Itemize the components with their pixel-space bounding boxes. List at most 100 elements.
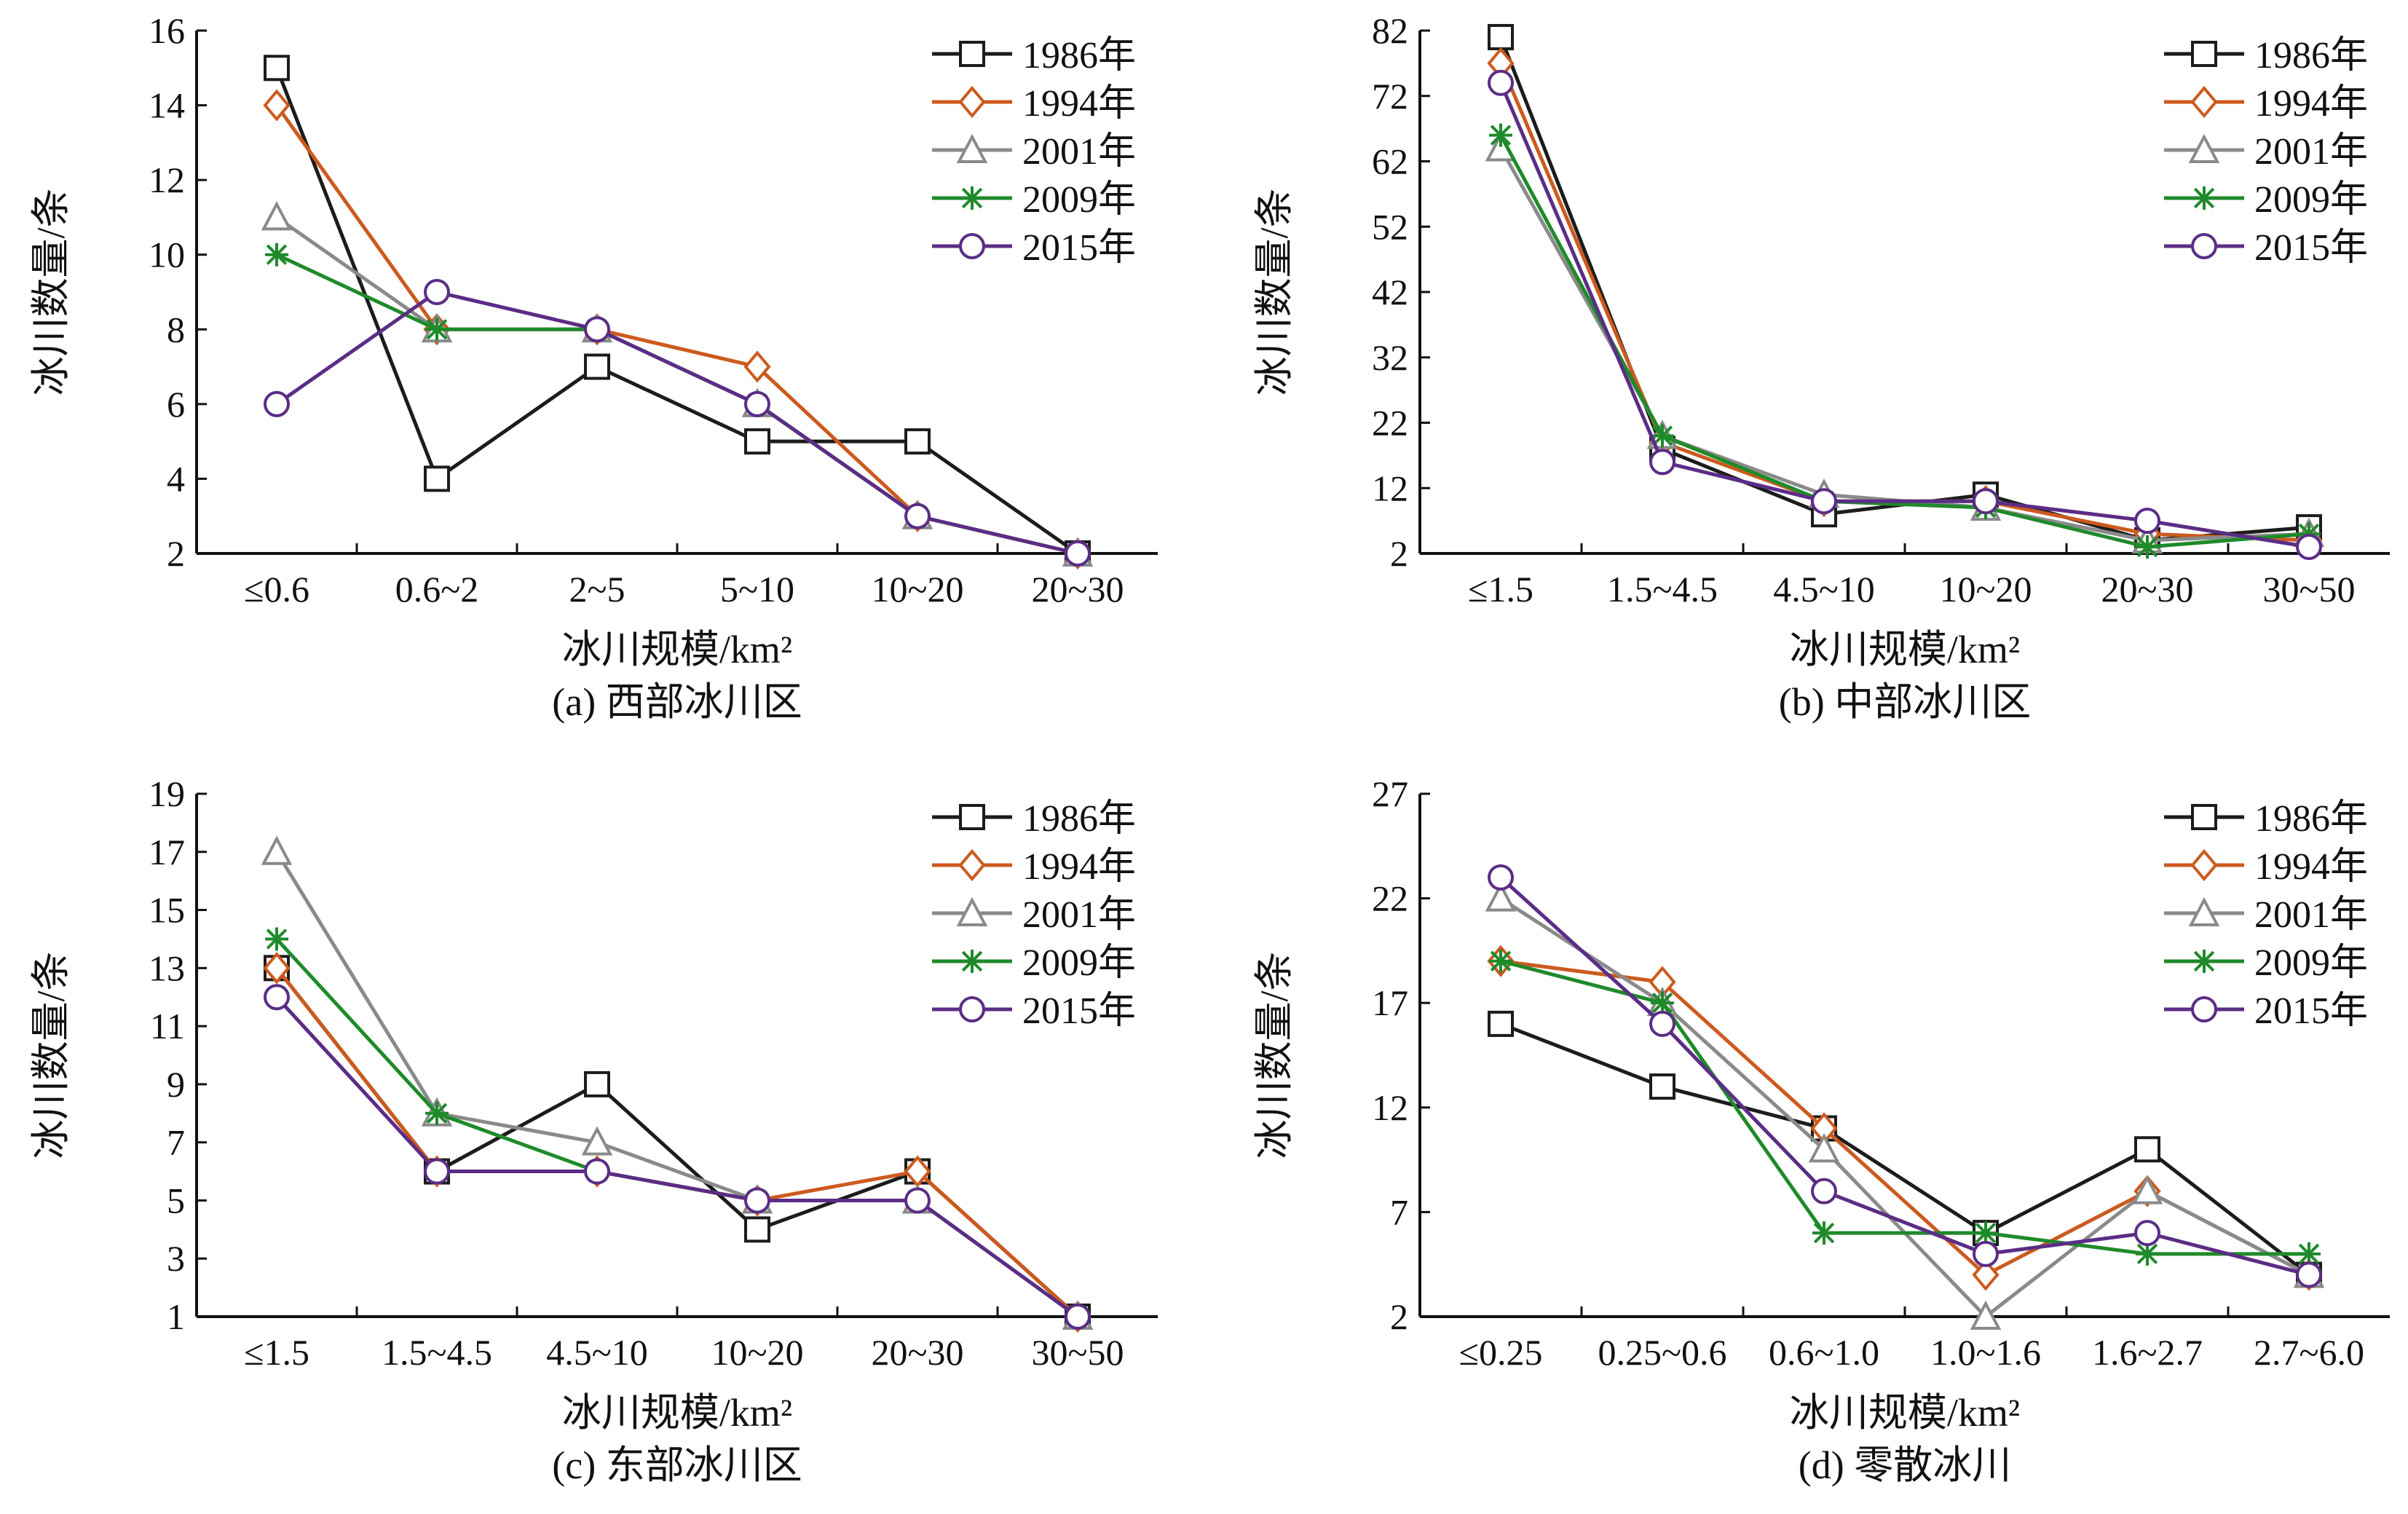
legend-label: 2001年 — [2254, 894, 2368, 936]
x-tick-label: 30~50 — [1031, 1332, 1124, 1373]
y-tick-label: 12 — [1372, 468, 1408, 508]
y-tick-label: 11 — [150, 1006, 185, 1046]
legend-label: 1986年 — [2254, 798, 2368, 840]
data-point-2009 — [265, 927, 288, 951]
y-axis-label: 冰川数量/条 — [1252, 188, 1296, 395]
x-tick-label: ≤1.5 — [1468, 569, 1533, 610]
data-point-1986 — [584, 1071, 610, 1097]
y-axis-label: 冰川数量/条 — [29, 951, 73, 1159]
y-tick-label: 5 — [167, 1180, 185, 1221]
series-line-2009 — [1500, 959, 2309, 1256]
y-tick-label: 17 — [1372, 982, 1408, 1023]
legend-marker — [960, 950, 984, 973]
legend: 1986年 1994年 2001年 2009年 2015年 — [932, 798, 1136, 1032]
series-line-1986 — [1499, 36, 2310, 543]
legend-marker — [959, 804, 985, 830]
data-point-2009 — [425, 1101, 449, 1125]
data-point-2001 — [1485, 882, 1517, 912]
x-tick-label: 1.0~1.6 — [1930, 1332, 2041, 1373]
x-tick-label: 1.6~2.7 — [2092, 1332, 2203, 1373]
y-tick-label: 22 — [1372, 403, 1408, 443]
data-point-2015 — [424, 1158, 450, 1185]
data-point-2015 — [2296, 1261, 2322, 1288]
data-point-2015 — [1973, 1240, 1999, 1267]
y-tick-label: 6 — [167, 384, 185, 425]
legend-marker — [2190, 85, 2218, 119]
data-point-1986 — [904, 428, 931, 455]
y-tick-label: 12 — [149, 159, 185, 200]
data-point-2001 — [1808, 1132, 1840, 1163]
data-point-2009 — [2136, 535, 2159, 559]
data-point-1986 — [424, 465, 450, 492]
chart-panel-b: 2 12 22 32 42 52 62 72 82 ≤1.5 1.5~4.5 4.5~10 10~20 2… — [1252, 10, 2390, 724]
series-line-1994 — [1499, 62, 2310, 543]
data-point-2009 — [2297, 1242, 2321, 1266]
legend-label: 2009年 — [2254, 179, 2368, 221]
y-tick-label: 32 — [1372, 337, 1408, 378]
data-point-2009 — [1489, 123, 1512, 147]
y-tick-label: 22 — [1372, 878, 1408, 919]
data-point-2009 — [1974, 1221, 1997, 1245]
x-tick-label: 0.6~1.0 — [1769, 1332, 1879, 1373]
y-axis-label: 冰川数量/条 — [29, 188, 73, 395]
data-point-2009 — [1489, 949, 1512, 973]
data-point-1994 — [1972, 1258, 2000, 1291]
y-tick-label: 27 — [1372, 773, 1408, 814]
x-tick-label: 10~20 — [1939, 569, 2032, 610]
data-point-1986 — [744, 1216, 770, 1243]
x-tick-label: 5~10 — [720, 569, 794, 610]
legend-marker — [2191, 996, 2217, 1022]
panel-caption: (d) 零散冰川 — [1799, 1443, 2011, 1487]
legend: 1986年 1994年 2001年 2009年 2015年 — [932, 35, 1136, 269]
legend-label: 1994年 — [2254, 83, 2368, 125]
data-point-2009 — [265, 243, 288, 267]
series-line-2001 — [275, 851, 1079, 1319]
y-tick-label: 16 — [149, 10, 185, 51]
legend-marker — [956, 896, 988, 926]
data-point-1986 — [744, 428, 770, 455]
legend-label: 2001年 — [2254, 131, 2368, 173]
legend-label: 1986年 — [1022, 35, 1136, 76]
legend-label: 2001年 — [1022, 894, 1136, 936]
y-tick-label: 12 — [1372, 1087, 1408, 1128]
x-tick-label: 20~30 — [1031, 569, 1124, 610]
legend-marker — [2191, 41, 2217, 67]
data-point-2015 — [904, 1187, 931, 1214]
series-line-2015 — [1499, 876, 2310, 1277]
data-point-2015 — [424, 279, 450, 305]
series-line-1994 — [275, 966, 1079, 1318]
panel-caption: (c) 东部冰川区 — [552, 1443, 802, 1487]
data-point-2015 — [1811, 488, 1837, 515]
data-point-2015 — [264, 390, 290, 417]
x-tick-label: 2.7~6.0 — [2254, 1332, 2364, 1373]
y-tick-label: 10 — [149, 234, 185, 275]
legend-label: 1994年 — [1022, 846, 1136, 888]
legend-marker — [959, 996, 985, 1022]
data-point-2015 — [744, 1187, 770, 1214]
legend-label: 1986年 — [1022, 798, 1136, 840]
y-tick-label: 52 — [1372, 206, 1408, 247]
y-tick-label: 2 — [1390, 1296, 1408, 1337]
series-line-1994 — [275, 104, 1078, 556]
data-point-2001 — [261, 835, 293, 865]
legend-marker — [960, 186, 984, 210]
legend-label: 1986年 — [2254, 35, 2368, 76]
data-point-2015 — [1811, 1178, 1837, 1205]
data-point-1994 — [743, 350, 771, 383]
chart-panel-a: 2 4 6 8 10 12 14 16 ≤0.6 0.6~2 2~5 5~10 10~20 20~30 冰川… — [29, 10, 1158, 724]
x-tick-label: 30~50 — [2262, 569, 2355, 610]
data-point-2015 — [2296, 534, 2322, 561]
data-point-1994 — [263, 89, 291, 122]
y-tick-label: 1 — [167, 1296, 185, 1337]
data-point-1986 — [584, 353, 610, 380]
data-point-2015 — [1065, 1304, 1091, 1330]
series-line-2009 — [1499, 134, 2310, 549]
y-tick-label: 7 — [1390, 1191, 1408, 1232]
data-point-2015 — [1488, 864, 1514, 891]
data-point-1986 — [1649, 1073, 1675, 1100]
data-point-2015 — [744, 390, 770, 417]
y-tick-label: 19 — [149, 773, 185, 814]
legend-label: 2009年 — [2254, 942, 2368, 984]
